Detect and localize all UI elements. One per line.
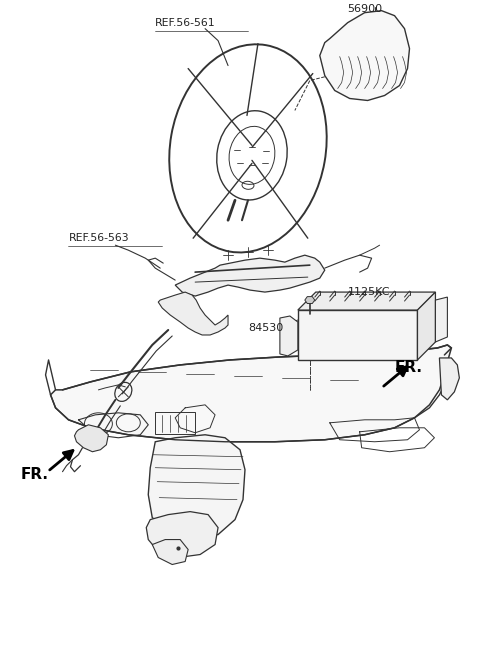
Polygon shape bbox=[50, 345, 451, 442]
Polygon shape bbox=[435, 297, 447, 342]
Polygon shape bbox=[146, 512, 218, 557]
Polygon shape bbox=[175, 255, 325, 296]
Polygon shape bbox=[439, 358, 459, 400]
Text: FR.: FR. bbox=[21, 467, 48, 482]
Text: REF.56-561: REF.56-561 bbox=[155, 18, 216, 28]
Polygon shape bbox=[418, 292, 435, 360]
Text: 84530: 84530 bbox=[248, 323, 283, 333]
Polygon shape bbox=[298, 310, 418, 360]
Polygon shape bbox=[74, 425, 108, 452]
Text: 1125KC: 1125KC bbox=[348, 287, 390, 297]
Polygon shape bbox=[158, 292, 228, 335]
Polygon shape bbox=[280, 316, 298, 356]
Text: REF.56-563: REF.56-563 bbox=[69, 233, 129, 243]
Text: 56900: 56900 bbox=[348, 4, 383, 14]
Polygon shape bbox=[148, 435, 245, 538]
Polygon shape bbox=[305, 297, 315, 303]
Polygon shape bbox=[298, 292, 435, 310]
Polygon shape bbox=[320, 11, 409, 101]
Polygon shape bbox=[152, 540, 188, 565]
Text: FR.: FR. bbox=[395, 361, 422, 376]
